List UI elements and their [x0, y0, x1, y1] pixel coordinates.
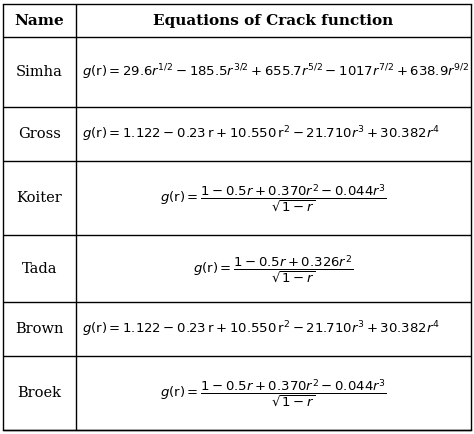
- Text: $g(\mathrm{r}) = \dfrac{1-0.5r+0.370r^{2}-0.044r^{3}}{\sqrt{1-r}}$: $g(\mathrm{r}) = \dfrac{1-0.5r+0.370r^{2…: [160, 182, 387, 214]
- Text: $g(\mathrm{r}) = \dfrac{1-0.5r+0.370r^{2}-0.044r^{3}}{\sqrt{1-r}}$: $g(\mathrm{r}) = \dfrac{1-0.5r+0.370r^{2…: [160, 377, 387, 409]
- Text: $g(\mathrm{r}) = 29.6r^{1/2} -185.5r^{3/2} +655.7r^{5/2} -1017r^{7/2} +638.9r^{9: $g(\mathrm{r}) = 29.6r^{1/2} -185.5r^{3/…: [82, 62, 469, 82]
- Text: $g(\mathrm{r}) = 1.122 - 0.23\,\mathrm{r} + 10.550\,\mathrm{r}^{2} - 21.710r^{3}: $g(\mathrm{r}) = 1.122 - 0.23\,\mathrm{r…: [82, 319, 439, 339]
- Text: Broek: Broek: [17, 386, 61, 400]
- Text: $g(\mathrm{r}) = \dfrac{1-0.5r+0.326r^{2}}{\sqrt{1-r}}$: $g(\mathrm{r}) = \dfrac{1-0.5r+0.326r^{2…: [193, 253, 354, 285]
- Text: Simha: Simha: [16, 65, 63, 79]
- Text: Brown: Brown: [15, 322, 64, 336]
- Text: Tada: Tada: [21, 262, 57, 276]
- Text: Koiter: Koiter: [17, 191, 62, 205]
- Text: Equations of Crack function: Equations of Crack function: [153, 13, 393, 27]
- Text: $g(\mathrm{r}) = 1.122 - 0.23\,\mathrm{r} + 10.550\,\mathrm{r}^{2} - 21.710r^{3}: $g(\mathrm{r}) = 1.122 - 0.23\,\mathrm{r…: [82, 124, 439, 144]
- Text: Gross: Gross: [18, 127, 61, 141]
- Text: Name: Name: [14, 13, 64, 27]
